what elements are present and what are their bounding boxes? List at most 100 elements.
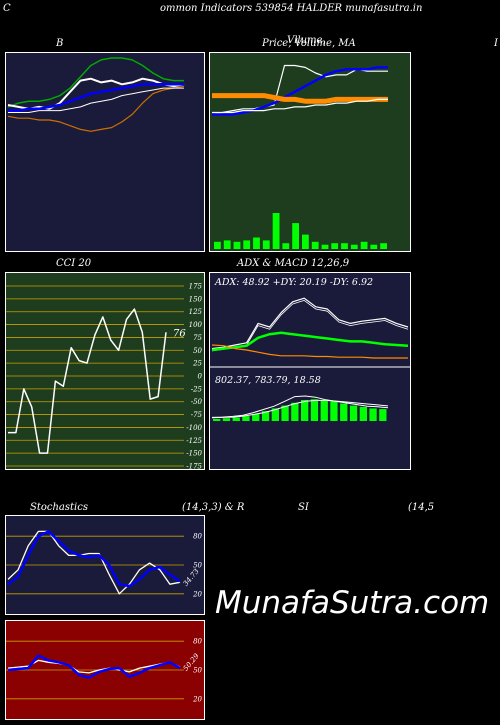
stoch-d-line bbox=[7, 530, 181, 588]
bb-title: B bbox=[56, 38, 64, 49]
macd-histogram-bar bbox=[310, 399, 319, 421]
volume-bar bbox=[214, 241, 221, 249]
adx-minus-di-line bbox=[211, 344, 408, 359]
macd-histogram-bar bbox=[281, 405, 289, 421]
macd-histogram-bar bbox=[213, 418, 221, 421]
rsi-tick-label: 20 bbox=[192, 695, 202, 703]
macd-histogram-bar bbox=[261, 411, 270, 421]
volume-bar bbox=[360, 241, 368, 249]
adx-macd-panel: ADX: 48.92 +DY: 20.19 -DY: 6.92 802.37, … bbox=[209, 272, 411, 470]
cci-last-value: 76 bbox=[173, 328, 186, 339]
stoch-tick-label: 80 bbox=[193, 533, 202, 541]
rsi-params: (14,5 bbox=[408, 502, 435, 513]
volume-bar bbox=[350, 244, 358, 249]
stochastics-chart: 80 50 20 34.73 bbox=[6, 530, 203, 598]
cci-tick-label: -50 bbox=[191, 398, 203, 406]
watermark: MunafaSutra.com bbox=[215, 585, 490, 621]
rsi-rsi-line bbox=[7, 659, 181, 674]
price-volume-ma-panel bbox=[209, 52, 411, 252]
volume-bar bbox=[233, 241, 241, 249]
macd-histogram-bar bbox=[359, 407, 367, 421]
macd-histogram-bar bbox=[222, 418, 231, 421]
adx-macd-title: ADX & MACD 12,26,9 bbox=[237, 258, 350, 269]
price-ma-title: Price, Volume, MA bbox=[262, 38, 356, 49]
right-edge-letter: I bbox=[494, 38, 498, 49]
rsi-title: SI bbox=[298, 502, 309, 513]
price-volume-ma-chart bbox=[211, 64, 388, 249]
macd-readout: 802.37, 783.79, 18.58 bbox=[215, 375, 321, 386]
macd-histogram-bar bbox=[369, 408, 377, 421]
stoch-last-value: 34.73 bbox=[182, 567, 201, 588]
cci-tick-label: 75 bbox=[193, 334, 202, 342]
macd-histogram-bar bbox=[232, 417, 240, 421]
macd-histogram-bar bbox=[349, 405, 358, 421]
cci-line bbox=[8, 308, 167, 454]
macd-signal-line bbox=[211, 399, 389, 419]
adx-readout: ADX: 48.92 +DY: 20.19 -DY: 6.92 bbox=[214, 277, 373, 288]
cci-tick-label: 125 bbox=[189, 308, 203, 316]
bb-lower-band-line bbox=[7, 85, 185, 132]
bb-middle-band-line bbox=[8, 83, 184, 112]
bollinger-panel bbox=[5, 52, 205, 252]
stochastics-panel: 80 50 20 34.73 bbox=[5, 515, 205, 615]
cci-tick-label: 0 bbox=[198, 373, 203, 381]
cci-tick-label: -150 bbox=[186, 450, 202, 458]
pv-ma-mid-line bbox=[212, 93, 388, 104]
rsi-tick-label: 50 bbox=[193, 667, 202, 675]
cci-tick-label: 100 bbox=[189, 321, 203, 329]
stoch-tick-label: 50 bbox=[193, 562, 202, 570]
rsi-tick-label: 80 bbox=[193, 638, 202, 646]
cci-tick-label: 150 bbox=[189, 295, 203, 303]
macd-histogram-bar bbox=[301, 400, 309, 421]
cci-tick-label: 175 bbox=[189, 283, 203, 291]
volume-bar bbox=[370, 244, 378, 249]
rsi-panel: 80 50 20 50.29 bbox=[5, 620, 205, 720]
volume-bar bbox=[253, 237, 260, 249]
volume-bar bbox=[311, 241, 319, 249]
page-title: ommon Indicators 539854 HALDER munafasut… bbox=[160, 3, 423, 14]
header-left-edge: C bbox=[3, 3, 11, 14]
cci-chart: 175 150 125 100 75 50 25 0 -25 -50 -75 -100 -125 -150… bbox=[6, 283, 203, 470]
cci-tick-label: -75 bbox=[191, 411, 203, 419]
volume-bar bbox=[292, 223, 299, 249]
adx-macd-chart: ADX: 48.92 +DY: 20.19 -DY: 6.92 802.37, … bbox=[210, 277, 410, 421]
stoch-k-line bbox=[7, 530, 181, 595]
volume-bar bbox=[223, 240, 231, 249]
volume-bar bbox=[380, 243, 387, 249]
macd-histogram-bar bbox=[320, 400, 328, 421]
volume-bar bbox=[341, 243, 348, 249]
pv-ma-fast-line bbox=[212, 66, 388, 116]
cci-tick-label: 50 bbox=[193, 347, 202, 355]
cci-tick-label: -175 bbox=[186, 463, 202, 470]
price-ma-overlap-text: Vllume, bbox=[287, 35, 326, 46]
bb-price-line bbox=[7, 77, 185, 110]
macd-histogram-bar bbox=[242, 416, 250, 421]
macd-histogram-bar bbox=[340, 403, 348, 421]
adx-adx-line bbox=[211, 297, 409, 350]
pv-ma-slow-line bbox=[212, 98, 388, 114]
macd-histogram-bar bbox=[252, 414, 260, 421]
stoch-tick-label: 20 bbox=[192, 590, 202, 598]
volume-bar bbox=[262, 240, 270, 249]
adx-plus-di-line bbox=[211, 331, 409, 352]
bollinger-chart bbox=[7, 57, 185, 132]
volume-bar bbox=[272, 213, 280, 249]
cci-tick-label: -25 bbox=[191, 385, 203, 393]
stochastics-params: (14,3,3) & R bbox=[182, 502, 245, 513]
cci-panel: 175 150 125 100 75 50 25 0 -25 -50 -75 -100 -125 -150… bbox=[5, 272, 205, 470]
volume-bar bbox=[302, 234, 309, 249]
volume-bar bbox=[331, 243, 339, 249]
cci-tick-label: -125 bbox=[186, 437, 202, 445]
bb-moving-average-line bbox=[8, 87, 184, 113]
volume-bar bbox=[282, 243, 290, 249]
cci-tick-label: -100 bbox=[186, 424, 202, 432]
macd-histogram-bar bbox=[379, 409, 387, 421]
cci-title: CCI 20 bbox=[56, 258, 92, 269]
macd-macd-line bbox=[211, 395, 389, 418]
rsi-rsi-ma-line bbox=[7, 654, 181, 679]
macd-histogram-bar bbox=[271, 408, 279, 421]
volume-bar bbox=[321, 244, 329, 249]
stochastics-title: Stochastics bbox=[30, 502, 88, 513]
